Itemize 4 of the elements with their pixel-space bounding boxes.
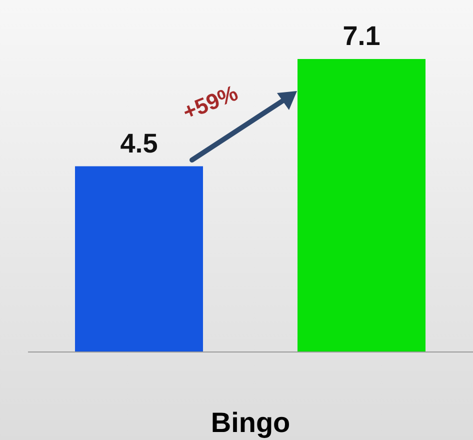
- annotation: +59%: [179, 80, 242, 126]
- x-axis-title: Bingo: [210, 407, 290, 438]
- data-label: 7.1: [342, 21, 380, 51]
- data-label: 4.5: [120, 128, 158, 158]
